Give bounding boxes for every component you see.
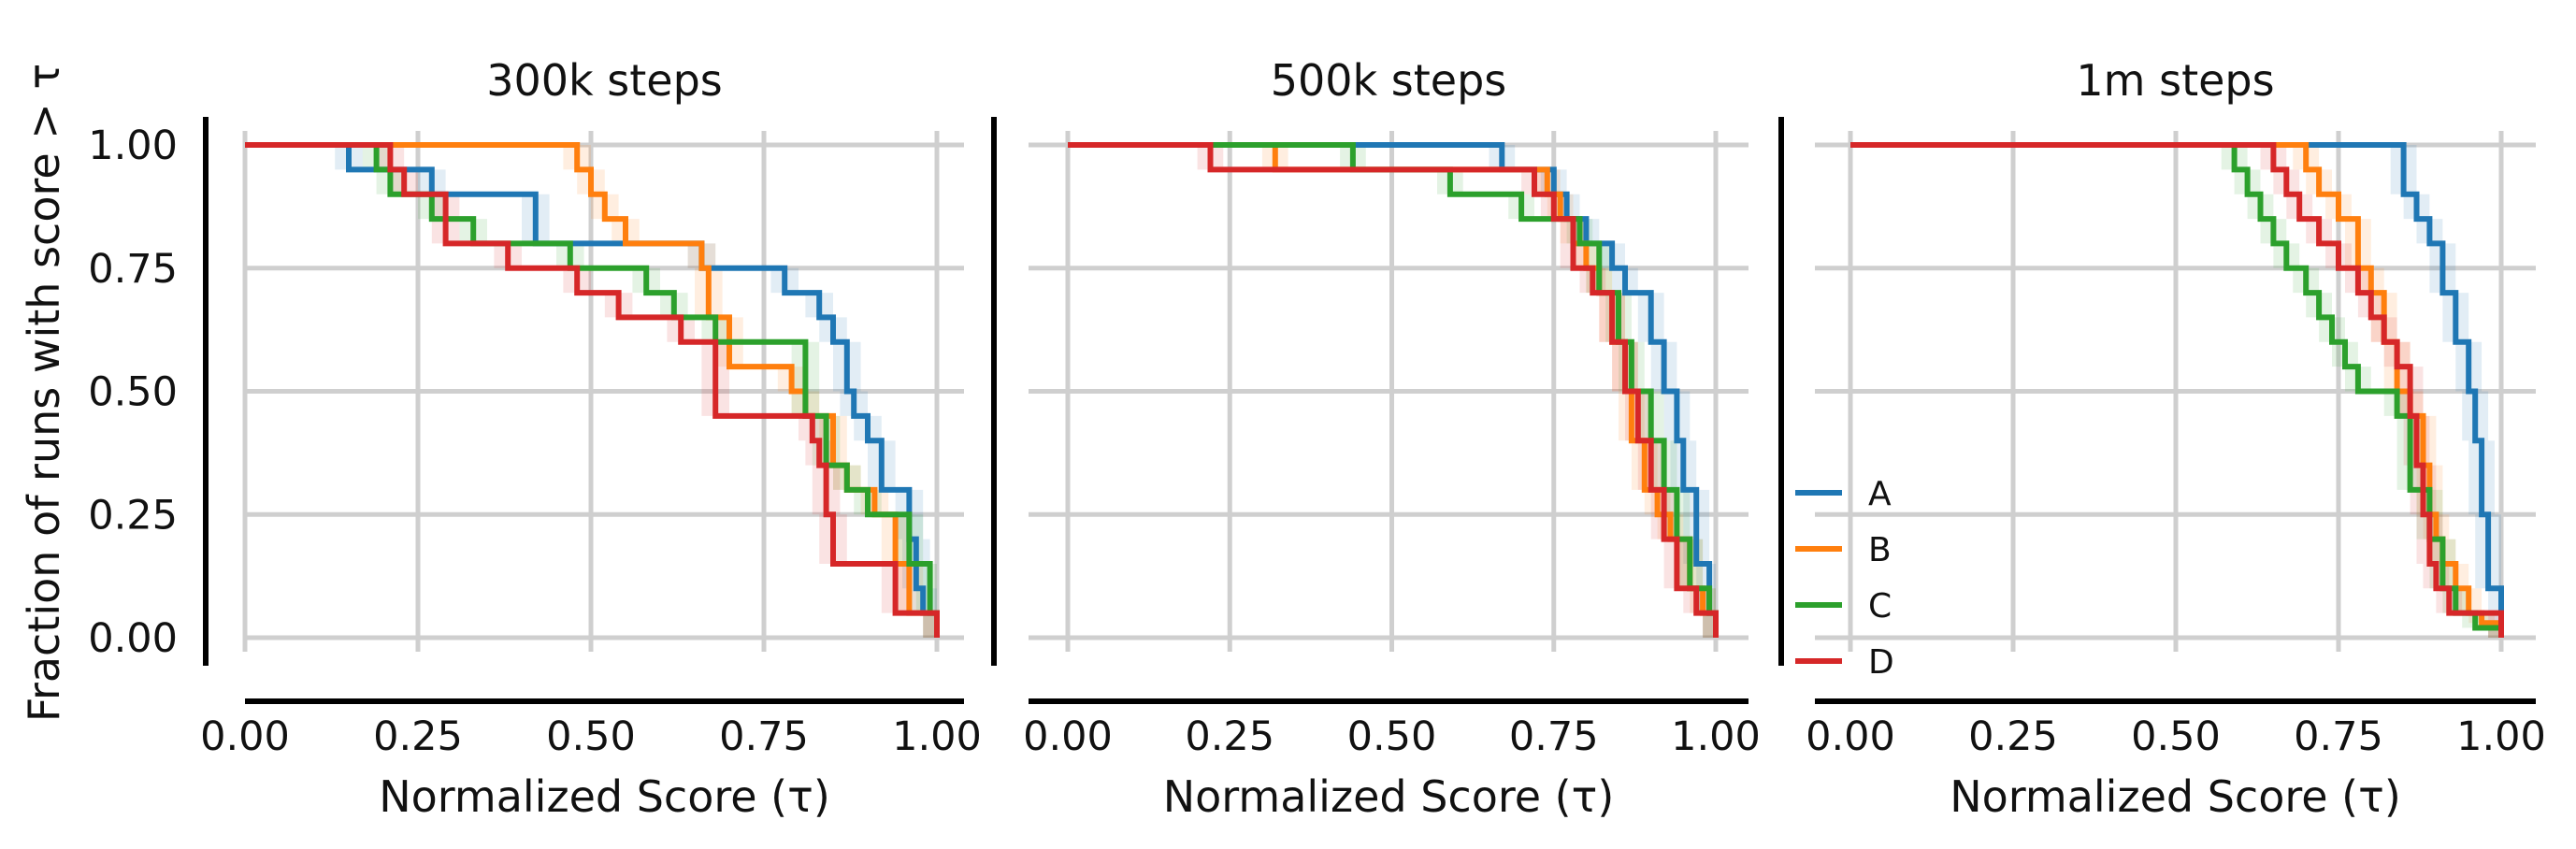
series-line-D bbox=[1850, 142, 2504, 638]
x-tick-label: 0.00 bbox=[1023, 713, 1113, 760]
y-tick-label: 0.00 bbox=[88, 615, 178, 662]
series-line-D bbox=[245, 142, 940, 638]
x-tick-label: 0.50 bbox=[546, 713, 636, 760]
x-axis-label: Normalized Score (τ) bbox=[1950, 771, 2401, 822]
grid bbox=[1815, 131, 2536, 652]
legend-label-D: D bbox=[1868, 643, 1894, 682]
series-line-C bbox=[1068, 142, 1719, 638]
series-line-A bbox=[245, 142, 940, 638]
panel-title: 1m steps bbox=[2076, 55, 2274, 106]
x-tick-label: 1.00 bbox=[2456, 713, 2546, 760]
y-tick-label: 0.75 bbox=[88, 246, 178, 293]
x-tick-label: 0.25 bbox=[373, 713, 463, 760]
x-tick-label: 0.50 bbox=[2131, 713, 2221, 760]
x-tick-label: 1.00 bbox=[1671, 713, 1761, 760]
legend-label-B: B bbox=[1868, 531, 1892, 569]
series-line-A bbox=[1850, 142, 2504, 638]
panel-3: 0.00 0.25 0.50 0.75 1.00 1m steps Normalized S… bbox=[1778, 55, 2546, 822]
series-line-D bbox=[1068, 142, 1719, 638]
x-tick-label: 1.00 bbox=[892, 713, 982, 760]
y-tick-label: 0.25 bbox=[88, 492, 178, 539]
panel-2: 0.00 0.25 0.50 0.75 1.00 500k steps Normalized… bbox=[991, 55, 1761, 822]
panel-title: 500k steps bbox=[1271, 55, 1507, 106]
panel-title: 300k steps bbox=[486, 55, 723, 106]
series-lines bbox=[1068, 142, 1719, 638]
x-tick-label: 0.25 bbox=[1968, 713, 2058, 760]
y-tick-label: 0.50 bbox=[88, 369, 178, 416]
legend-label-A: A bbox=[1868, 475, 1892, 513]
x-tick-label: 0.25 bbox=[1185, 713, 1274, 760]
legend-label-C: C bbox=[1868, 587, 1892, 626]
x-axis-label: Normalized Score (τ) bbox=[1163, 771, 1615, 822]
x-tick-label: 0.00 bbox=[1806, 713, 1895, 760]
x-tick-label: 0.75 bbox=[719, 713, 809, 760]
x-axis-label: Normalized Score (τ) bbox=[379, 771, 830, 822]
panel-1: 0.00 0.25 0.50 0.75 1.00 0.00 0.25 0.50 0.75 1.00… bbox=[88, 55, 982, 822]
y-tick-label: 1.00 bbox=[88, 122, 178, 169]
x-tick-label: 0.75 bbox=[1509, 713, 1599, 760]
x-tick-label: 0.50 bbox=[1347, 713, 1437, 760]
series-lines bbox=[245, 142, 940, 638]
x-tick-label: 0.75 bbox=[2294, 713, 2383, 760]
x-tick-label: 0.00 bbox=[200, 713, 290, 760]
y-axis-label: Fraction of runs with score > τ bbox=[19, 64, 69, 722]
series-lines bbox=[1850, 142, 2504, 638]
